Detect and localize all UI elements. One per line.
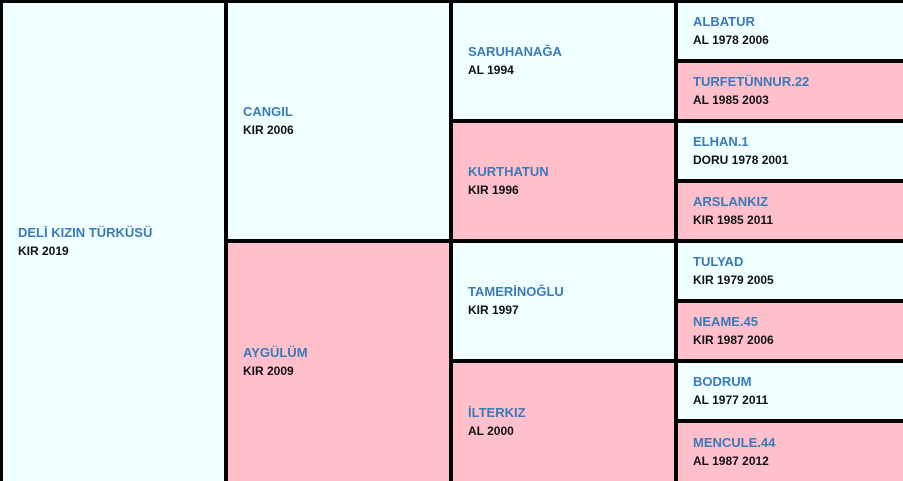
gen3-name[interactable]: TURFETÜNNUR.22 — [693, 74, 810, 89]
gen3-cell: ALBATUR AL 1978 2006 — [678, 3, 903, 59]
gen3-cell: ARSLANKIZ KIR 1985 2011 — [678, 183, 903, 239]
dam-dam-cell: İLTERKIZ AL 2000 — [453, 363, 674, 481]
sire-sire-cell: SARUHANAĞA AL 1994 — [453, 3, 674, 119]
sire-sire-info: AL 1994 — [468, 63, 514, 77]
gen3-name[interactable]: ALBATUR — [693, 14, 755, 29]
gen3-cell: TURFETÜNNUR.22 AL 1985 2003 — [678, 63, 903, 119]
dam-name[interactable]: AYGÜLÜM — [243, 345, 308, 360]
horse-info: KIR 2019 — [18, 244, 69, 258]
gen3-info: AL 1985 2003 — [693, 93, 769, 107]
gen3-name[interactable]: TULYAD — [693, 254, 744, 269]
sire-dam-cell: KURTHATUN KIR 1996 — [453, 123, 674, 239]
gen3-cell: TULYAD KIR 1979 2005 — [678, 243, 903, 299]
gen3-info: KIR 1985 2011 — [693, 213, 774, 227]
sire-name[interactable]: CANGIL — [243, 104, 293, 119]
sire-cell: CANGIL KIR 2006 — [228, 3, 449, 239]
gen3-name[interactable]: NEAME.45 — [693, 314, 759, 329]
dam-cell: AYGÜLÜM KIR 2009 — [228, 243, 449, 481]
gen3-cell: NEAME.45 KIR 1987 2006 — [678, 303, 903, 359]
dam-sire-info: KIR 1997 — [468, 303, 519, 317]
gen3-info: DORU 1978 2001 — [693, 153, 789, 167]
sire-info: KIR 2006 — [243, 123, 294, 137]
gen3-name[interactable]: MENCULE.44 — [693, 435, 776, 450]
dam-dam-name[interactable]: İLTERKIZ — [468, 405, 526, 420]
gen3-name[interactable]: BODRUM — [693, 374, 752, 389]
dam-sire-cell: TAMERİNOĞLU KIR 1997 — [453, 243, 674, 359]
gen3-name[interactable]: ELHAN.1 — [693, 134, 749, 149]
gen3-cell: MENCULE.44 AL 1987 2012 — [678, 423, 903, 481]
gen3-info: AL 1978 2006 — [693, 33, 769, 47]
sire-dam-info: KIR 1996 — [468, 183, 519, 197]
dam-sire-name[interactable]: TAMERİNOĞLU — [468, 284, 564, 299]
gen3-name[interactable]: ARSLANKIZ — [693, 194, 769, 209]
horse-cell: DELİ KIZIN TÜRKÜSÜ KIR 2019 — [3, 3, 224, 481]
gen3-cell: ELHAN.1 DORU 1978 2001 — [678, 123, 903, 179]
gen3-info: AL 1977 2011 — [693, 393, 769, 407]
sire-sire-name[interactable]: SARUHANAĞA — [468, 44, 562, 59]
gen3-info: KIR 1979 2005 — [693, 273, 774, 287]
horse-name[interactable]: DELİ KIZIN TÜRKÜSÜ — [18, 225, 153, 240]
sire-dam-name[interactable]: KURTHATUN — [468, 164, 549, 179]
gen3-info: KIR 1987 2006 — [693, 333, 774, 347]
dam-dam-info: AL 2000 — [468, 424, 514, 438]
dam-info: KIR 2009 — [243, 364, 294, 378]
gen3-cell: BODRUM AL 1977 2011 — [678, 363, 903, 419]
gen3-info: AL 1987 2012 — [693, 454, 769, 468]
